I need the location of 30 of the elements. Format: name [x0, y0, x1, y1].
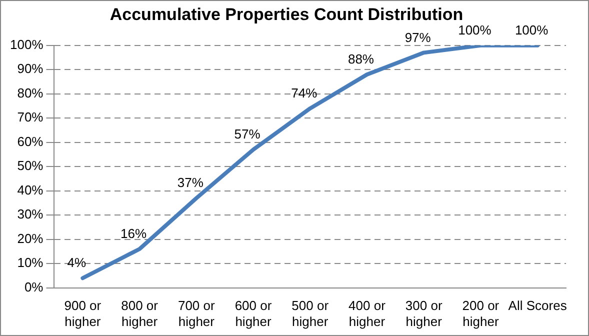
- x-tick-label: 800 or higher: [121, 298, 159, 329]
- y-tick-label: 40%: [17, 182, 44, 198]
- y-tick-label: 50%: [17, 158, 44, 174]
- y-tick-label: 0%: [24, 279, 44, 294]
- x-tick-label: 500 or higher: [292, 298, 330, 329]
- x-tick-label: All Scores: [508, 298, 568, 314]
- x-tick-label: 700 or higher: [178, 298, 216, 329]
- x-tick-label: 600 or higher: [234, 298, 272, 329]
- x-tick-label: 900 or higher: [64, 298, 102, 329]
- data-label: 16%: [120, 226, 147, 242]
- y-tick-label: 80%: [17, 85, 44, 100]
- data-label: 97%: [404, 30, 432, 45]
- data-label: 4%: [67, 255, 87, 270]
- data-label: 100%: [458, 22, 492, 38]
- data-label: 37%: [177, 175, 204, 190]
- data-label: 74%: [291, 86, 318, 100]
- x-tick-label: 400 or higher: [348, 298, 386, 329]
- y-tick-label: 70%: [17, 110, 44, 125]
- y-tick-label: 60%: [17, 134, 44, 149]
- x-tick-label: 300 or higher: [405, 298, 443, 329]
- data-label: 88%: [348, 52, 374, 67]
- y-tick-label: 100%: [10, 36, 44, 52]
- y-tick-label: 10%: [17, 255, 44, 270]
- y-tick-label: 30%: [17, 206, 44, 222]
- data-label: 100%: [514, 22, 549, 38]
- chart-title: Accumulative Properties Count Distribution: [110, 4, 464, 24]
- y-tick-label: 90%: [17, 61, 44, 76]
- y-tick-label: 20%: [17, 230, 44, 246]
- x-tick-label: 200 or higher: [462, 298, 500, 329]
- data-label: 57%: [234, 126, 261, 142]
